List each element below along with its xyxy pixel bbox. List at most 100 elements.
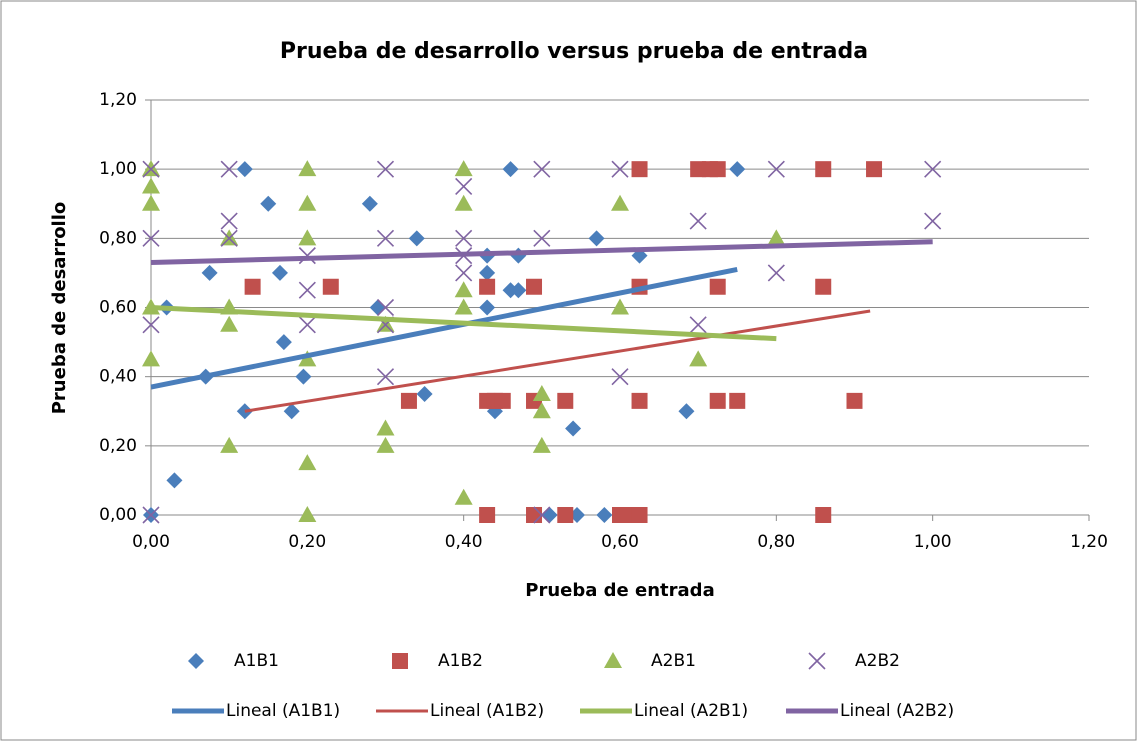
point	[588, 230, 605, 247]
point	[631, 507, 648, 523]
point	[611, 194, 629, 211]
point	[376, 419, 395, 436]
point	[532, 402, 551, 419]
point	[510, 282, 527, 299]
x-tick-label: 0,40	[445, 532, 483, 552]
point	[400, 392, 417, 409]
chart-title: Prueba de desarrollo versus prueba de en…	[280, 39, 868, 64]
point	[283, 403, 300, 420]
point	[709, 392, 726, 409]
point	[565, 420, 582, 437]
point	[142, 229, 160, 247]
point	[220, 160, 238, 178]
point	[454, 281, 473, 298]
point	[815, 507, 832, 523]
point	[596, 507, 613, 523]
y-tick-label: 0,40	[99, 367, 137, 387]
point	[454, 298, 473, 315]
point	[298, 350, 317, 367]
y-tick-label: 0,80	[99, 228, 137, 248]
trendline	[150, 239, 933, 266]
point	[295, 368, 312, 385]
point	[767, 160, 785, 178]
point	[709, 278, 726, 295]
point	[201, 264, 218, 281]
legend-marker	[604, 652, 622, 668]
point	[236, 161, 253, 178]
point	[533, 160, 551, 178]
point	[298, 160, 317, 177]
point	[533, 229, 551, 247]
point	[298, 229, 317, 246]
point	[142, 316, 160, 334]
point	[298, 281, 316, 299]
point	[526, 278, 543, 295]
point	[416, 385, 433, 402]
legend-label: A1B1	[234, 651, 279, 671]
legend-label: Lineal (A1B1)	[226, 701, 340, 721]
point	[454, 488, 473, 505]
x-tick-label: 0,80	[757, 532, 795, 552]
legend-marker	[188, 653, 204, 669]
point	[631, 392, 648, 409]
y-tick-label: 1,20	[99, 90, 137, 110]
legend-label: A1B2	[438, 651, 483, 671]
point	[322, 278, 339, 295]
legend-label: Lineal (A2B1)	[634, 701, 748, 721]
point	[767, 264, 785, 282]
point	[526, 507, 543, 523]
point	[142, 194, 160, 211]
point	[220, 436, 239, 453]
y-tick-label: 1,00	[99, 159, 137, 179]
point	[557, 392, 574, 409]
point	[376, 298, 395, 317]
point	[260, 195, 277, 212]
x-tick-label: 0,20	[288, 532, 326, 552]
point	[924, 160, 942, 178]
trendline	[150, 267, 738, 390]
point	[376, 229, 395, 247]
point	[815, 161, 832, 178]
point	[454, 194, 473, 211]
point	[479, 264, 496, 281]
point	[611, 160, 629, 178]
point	[689, 350, 708, 367]
point	[533, 506, 551, 524]
point	[611, 298, 629, 315]
point	[689, 316, 707, 334]
point	[408, 230, 425, 247]
point	[376, 436, 395, 453]
legend-label: A2B1	[651, 651, 696, 671]
point	[689, 212, 707, 230]
point	[271, 264, 288, 281]
point	[220, 229, 238, 247]
point	[376, 160, 395, 178]
point	[866, 161, 883, 178]
x-tick-label: 0,60	[601, 532, 639, 552]
legend-marker	[392, 653, 408, 669]
point	[815, 278, 832, 295]
point	[142, 298, 160, 315]
point	[142, 350, 160, 367]
point	[846, 392, 863, 409]
point	[729, 161, 746, 178]
point	[611, 368, 629, 386]
point	[142, 177, 160, 194]
legend-marker	[808, 652, 826, 670]
point	[142, 160, 160, 178]
y-tick-label: 0,60	[99, 298, 137, 318]
point	[455, 177, 473, 196]
point	[479, 507, 496, 523]
legend-label: A2B2	[855, 651, 900, 671]
point	[557, 507, 574, 523]
legend-label: Lineal (A1B2)	[430, 701, 544, 721]
point	[376, 368, 395, 386]
y-tick-label: 0,00	[99, 505, 137, 525]
trendline	[150, 305, 777, 342]
point	[532, 436, 551, 453]
point	[479, 299, 496, 316]
trendline	[244, 309, 871, 413]
point	[455, 264, 473, 282]
